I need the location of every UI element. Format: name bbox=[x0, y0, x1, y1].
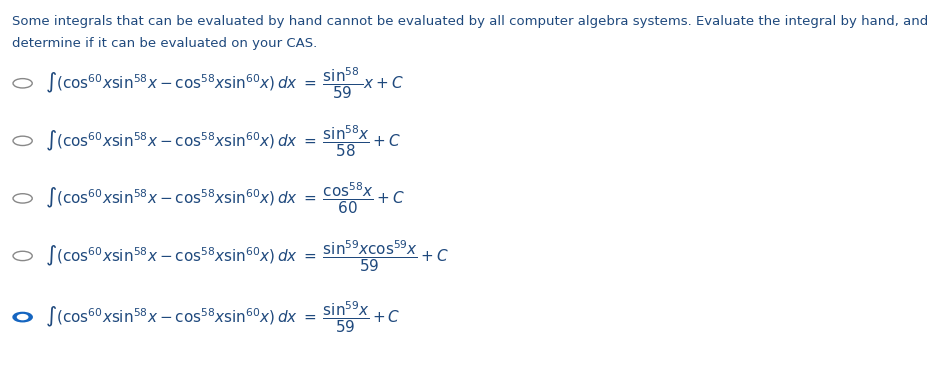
Text: determine if it can be evaluated on your CAS.: determine if it can be evaluated on your… bbox=[11, 36, 317, 50]
Circle shape bbox=[13, 79, 32, 88]
Circle shape bbox=[13, 312, 32, 322]
Text: $\int(\cos^{60}\!x\sin^{58}\!x - \cos^{58}\!x\sin^{60}\!x)\,dx\;=\;$$\dfrac{\sin: $\int(\cos^{60}\!x\sin^{58}\!x - \cos^{5… bbox=[45, 66, 404, 101]
Text: $\int(\cos^{60}\!x\sin^{58}\!x - \cos^{58}\!x\sin^{60}\!x)\,dx\;=\;$$\dfrac{\sin: $\int(\cos^{60}\!x\sin^{58}\!x - \cos^{5… bbox=[45, 299, 400, 335]
Circle shape bbox=[13, 251, 32, 261]
Text: $\int(\cos^{60}\!x\sin^{58}\!x - \cos^{58}\!x\sin^{60}\!x)\,dx\;=\;$$\dfrac{\sin: $\int(\cos^{60}\!x\sin^{58}\!x - \cos^{5… bbox=[45, 238, 449, 274]
Circle shape bbox=[13, 194, 32, 203]
Circle shape bbox=[13, 136, 32, 145]
Text: Some integrals that can be evaluated by hand cannot be evaluated by all computer: Some integrals that can be evaluated by … bbox=[11, 15, 928, 28]
Text: $\int(\cos^{60}\!x\sin^{58}\!x - \cos^{58}\!x\sin^{60}\!x)\,dx\;=\;$$\dfrac{\cos: $\int(\cos^{60}\!x\sin^{58}\!x - \cos^{5… bbox=[45, 181, 405, 216]
Circle shape bbox=[18, 315, 28, 319]
Text: $\int(\cos^{60}\!x\sin^{58}\!x - \cos^{58}\!x\sin^{60}\!x)\,dx\;=\;$$\dfrac{\sin: $\int(\cos^{60}\!x\sin^{58}\!x - \cos^{5… bbox=[45, 123, 401, 159]
